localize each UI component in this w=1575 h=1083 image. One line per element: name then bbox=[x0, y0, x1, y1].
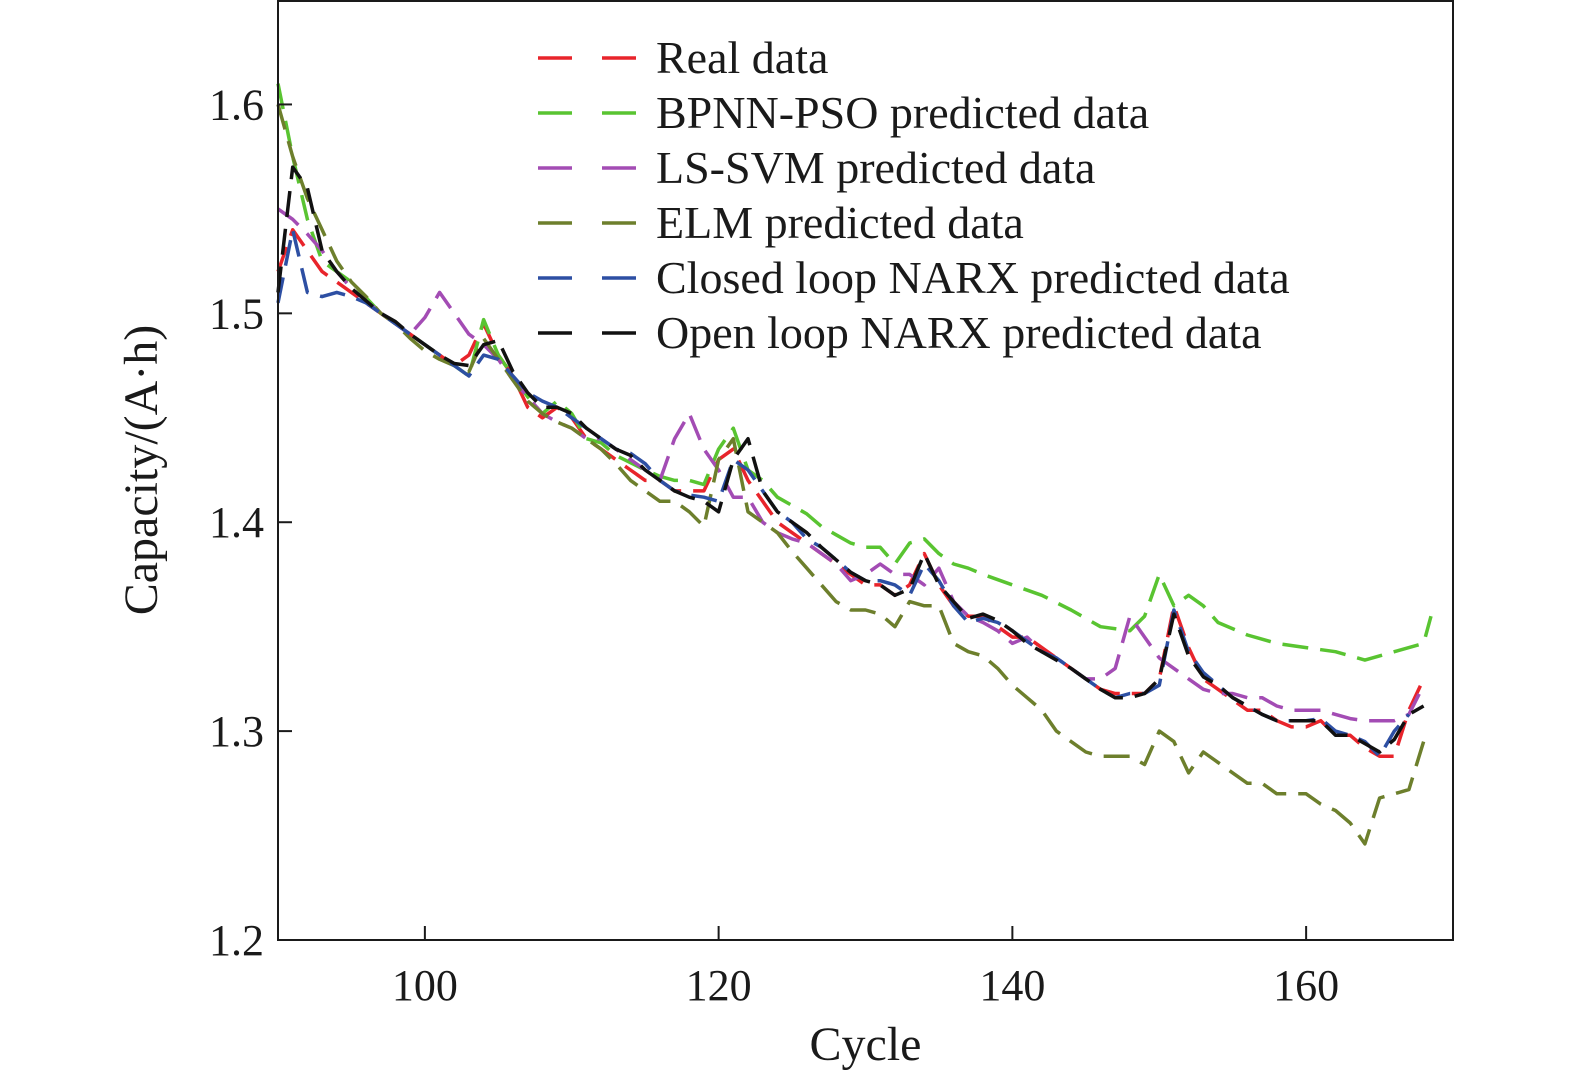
y-tick-label: 1.6 bbox=[209, 80, 264, 129]
y-tick-label: 1.3 bbox=[209, 707, 264, 756]
y-axis-title: Capacity/(A·h) bbox=[115, 325, 168, 616]
x-tick-label: 100 bbox=[392, 961, 458, 1010]
y-tick-label: 1.2 bbox=[209, 916, 264, 965]
legend-label-6: Open loop NARX predicted data bbox=[656, 307, 1262, 358]
series-line-3 bbox=[276, 207, 1426, 723]
series-line-6 bbox=[276, 165, 1425, 754]
legend-label-2: BPNN-PSO predicted data bbox=[656, 87, 1149, 138]
legend-label-5: Closed loop NARX predicted data bbox=[656, 252, 1290, 303]
x-tick-label: 140 bbox=[979, 961, 1045, 1010]
legend-label-4: ELM predicted data bbox=[656, 197, 1024, 248]
x-tick-label: 120 bbox=[686, 961, 752, 1010]
series-layer bbox=[276, 83, 1433, 846]
plot-frame bbox=[277, 0, 1454, 941]
y-tick-label: 1.5 bbox=[209, 289, 264, 338]
x-axis: 100 120 140 160 bbox=[392, 926, 1339, 1010]
legend-label-1: Real data bbox=[656, 32, 828, 83]
y-axis: 1.2 1.3 1.4 1.5 1.6 bbox=[209, 80, 292, 965]
legend-label-3: LS-SVM predicted data bbox=[656, 142, 1095, 193]
series-line-2 bbox=[276, 83, 1433, 662]
y-tick-label: 1.4 bbox=[209, 498, 264, 547]
x-tick-label: 160 bbox=[1273, 961, 1339, 1010]
series-line-5 bbox=[276, 228, 1411, 758]
x-axis-title: Cycle bbox=[810, 1018, 922, 1071]
